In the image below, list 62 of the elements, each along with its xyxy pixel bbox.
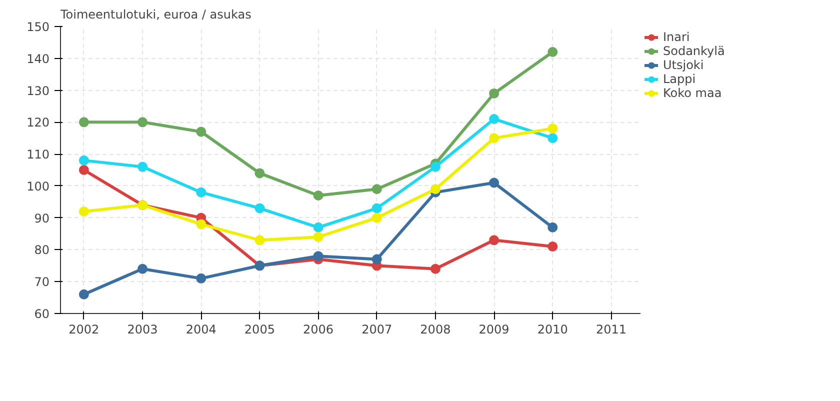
point <box>196 219 206 230</box>
point <box>548 222 558 232</box>
x-tick-label: 2011 <box>596 322 626 336</box>
point <box>138 117 148 128</box>
point <box>254 203 265 214</box>
point <box>196 126 206 137</box>
y-tick-label: 60 <box>34 307 50 321</box>
point <box>254 235 265 246</box>
point <box>430 184 440 194</box>
y-tick-label: 80 <box>34 243 50 258</box>
x-tick-label: 2003 <box>127 322 158 336</box>
legend-label: Inari <box>663 30 690 44</box>
legend-label: Utsjoki <box>663 58 704 72</box>
point <box>548 124 558 134</box>
point <box>372 212 382 223</box>
y-tick-label: 90 <box>34 211 50 226</box>
point <box>78 155 89 166</box>
legend-label: Sodankylä <box>663 44 725 58</box>
x-tick-label: 2005 <box>244 322 275 336</box>
y-tick-label: 120 <box>26 116 50 130</box>
y-tick-label: 70 <box>34 275 50 290</box>
point <box>313 190 324 200</box>
x-tick-label: 2002 <box>68 322 100 336</box>
point <box>430 162 440 172</box>
point <box>372 184 382 194</box>
legend-label: Koko maa <box>663 86 722 100</box>
y-tick-label: 140 <box>26 52 50 66</box>
point <box>78 165 89 175</box>
point <box>196 187 206 198</box>
point <box>313 222 324 232</box>
point <box>430 264 440 274</box>
point <box>313 232 324 242</box>
x-tick-label: 2009 <box>478 322 510 336</box>
y-tick-label: 150 <box>26 20 50 34</box>
legend-label: Lappi <box>663 72 696 86</box>
x-tick-label: 2010 <box>537 322 568 336</box>
point <box>489 114 500 124</box>
point <box>548 133 558 144</box>
point <box>196 273 206 284</box>
point <box>489 235 500 246</box>
point <box>313 251 324 262</box>
x-tick-label: 2007 <box>362 322 392 336</box>
point <box>372 203 382 214</box>
point <box>489 133 500 144</box>
x-tick-label: 2008 <box>420 322 451 336</box>
x-tick-label: 2004 <box>186 322 216 336</box>
y-tick-label: 110 <box>26 148 50 162</box>
y-axis-title: Toimeentulotuki, euroa / asukas <box>60 8 252 22</box>
point <box>78 289 89 300</box>
point <box>138 264 148 274</box>
point <box>489 88 500 98</box>
point <box>548 242 558 252</box>
point <box>254 168 265 178</box>
point <box>78 117 89 128</box>
x-tick-label: 2006 <box>303 322 334 336</box>
point <box>372 254 382 264</box>
y-tick-label: 130 <box>26 84 50 98</box>
point <box>489 178 500 188</box>
y-tick-label: 100 <box>26 179 50 194</box>
point <box>78 206 89 216</box>
point <box>548 47 558 57</box>
point <box>138 162 148 172</box>
